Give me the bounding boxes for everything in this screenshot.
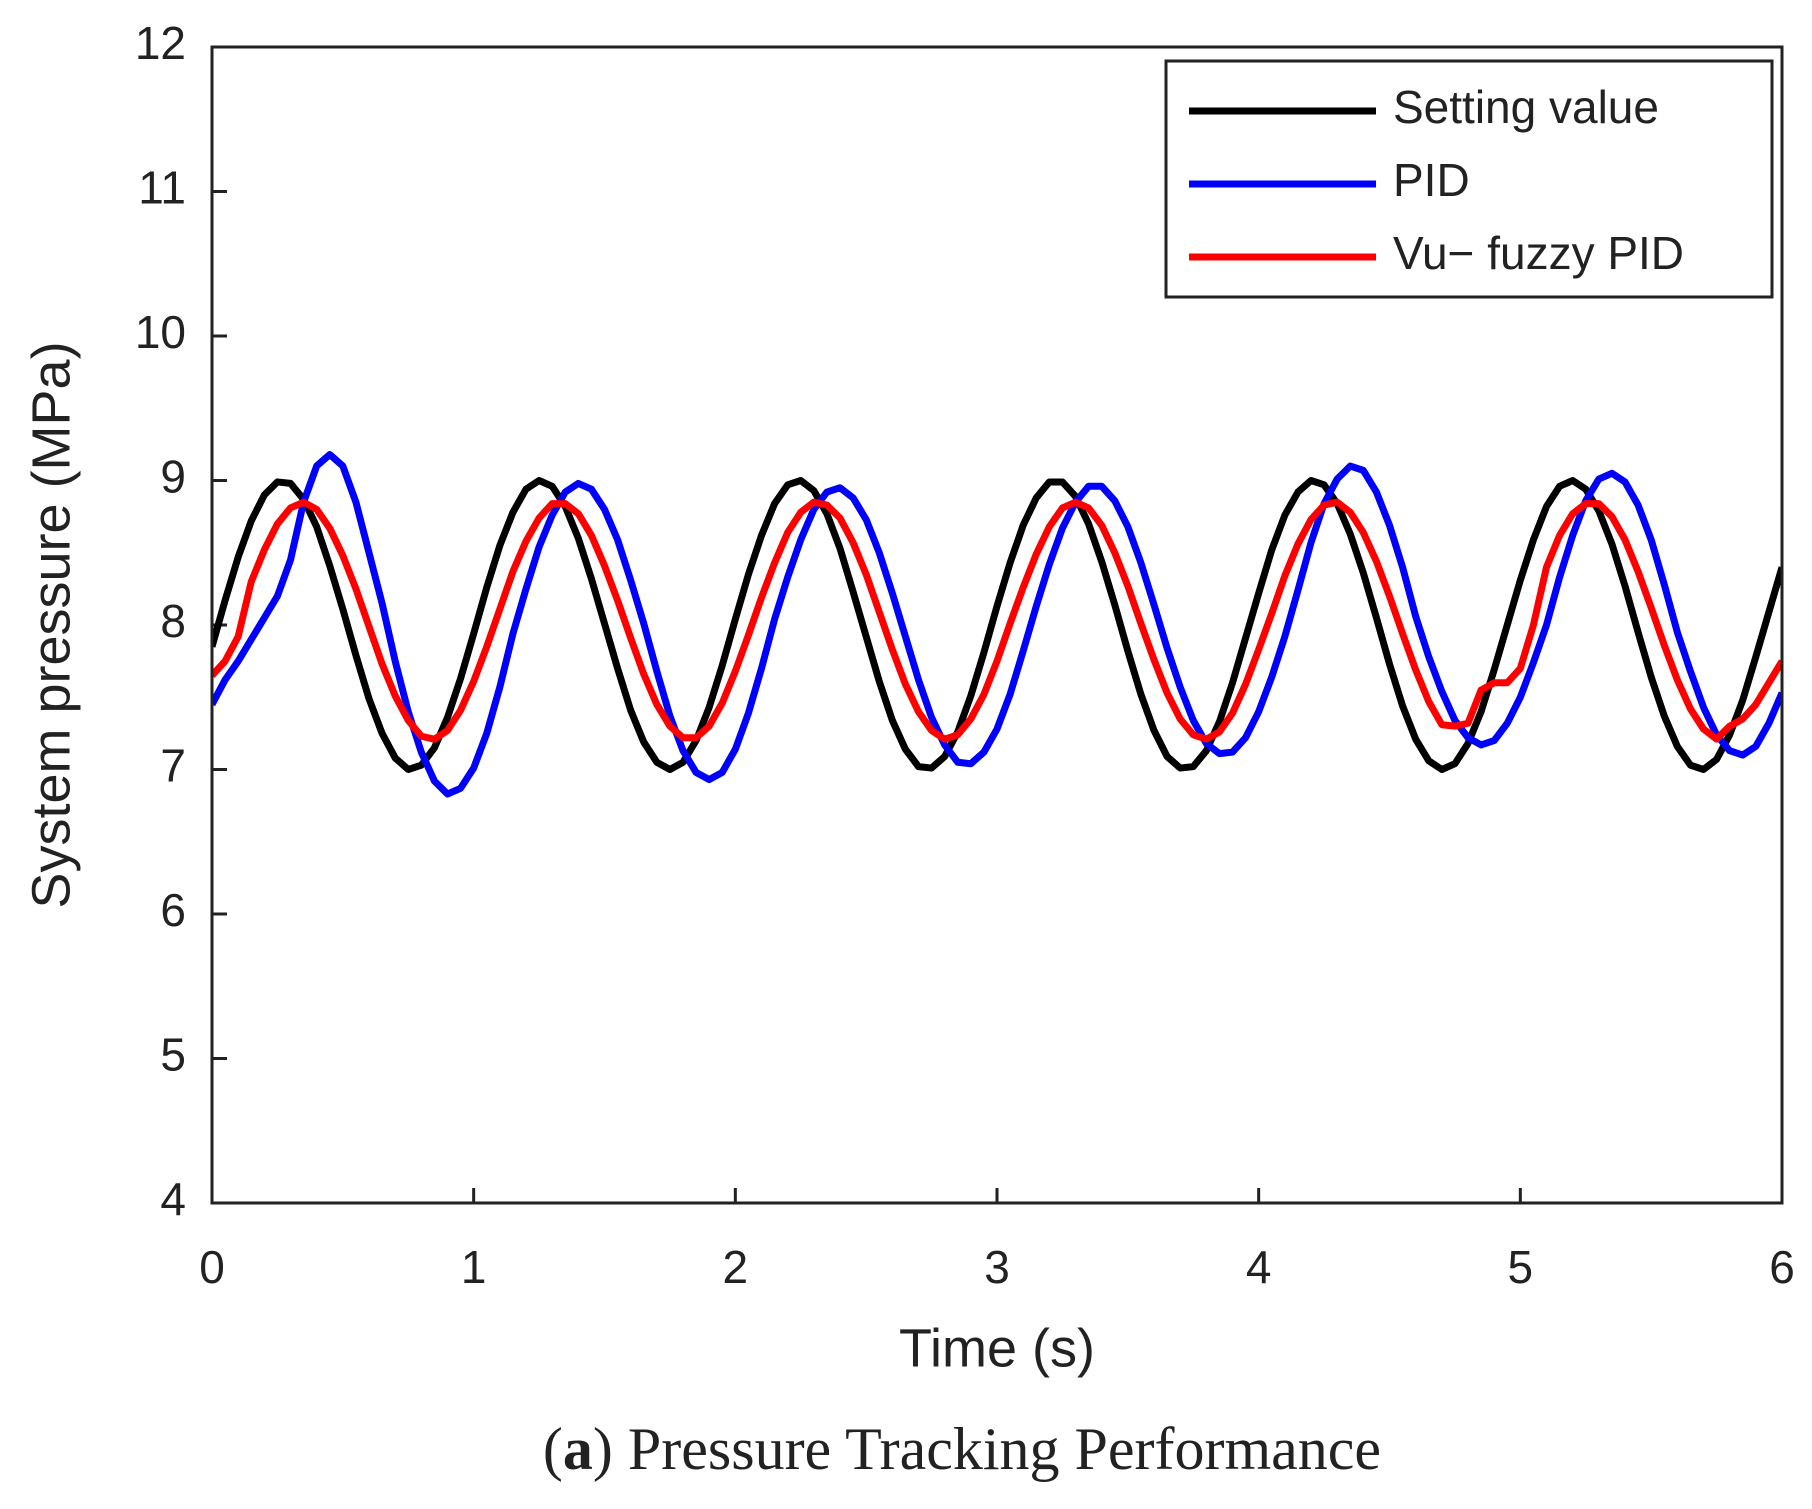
caption-part: a <box>563 1416 593 1482</box>
legend-label: PID <box>1393 154 1470 206</box>
x-tick-label: 6 <box>1769 1241 1795 1293</box>
line-series <box>212 498 1782 743</box>
x-tick-label: 5 <box>1508 1241 1534 1293</box>
plot-frame <box>210 45 1784 1205</box>
y-tick-label: 4 <box>160 1173 186 1225</box>
caption-part: ( <box>543 1416 563 1482</box>
y-tick-label: 12 <box>135 17 186 69</box>
x-tick-label: 2 <box>723 1241 749 1293</box>
x-tick-label: 1 <box>461 1241 487 1293</box>
legend-label: Vu− fuzzy PID <box>1393 227 1684 279</box>
line-series <box>212 477 1782 773</box>
x-tick-label: 4 <box>1246 1241 1272 1293</box>
legend-label: Setting value <box>1393 81 1659 133</box>
y-tick-label: 6 <box>160 884 186 936</box>
y-tick-label: 7 <box>160 740 186 792</box>
caption: (a) Pressure Tracking Performance <box>543 1416 1381 1482</box>
y-tick-label: 10 <box>135 306 186 358</box>
y-axis-label: System pressure (MPa) <box>21 341 81 908</box>
x-tick-label: 3 <box>984 1241 1010 1293</box>
y-tick-label: 9 <box>160 451 186 503</box>
caption-part: ) Pressure Tracking Performance <box>593 1416 1381 1482</box>
x-tick-label: 0 <box>199 1241 225 1293</box>
y-tick-label: 11 <box>138 162 186 214</box>
y-tick-label: 5 <box>160 1029 186 1081</box>
line-series <box>212 450 1782 798</box>
x-axis-label: Time (s) <box>899 1318 1095 1378</box>
y-tick-label: 8 <box>160 595 186 647</box>
